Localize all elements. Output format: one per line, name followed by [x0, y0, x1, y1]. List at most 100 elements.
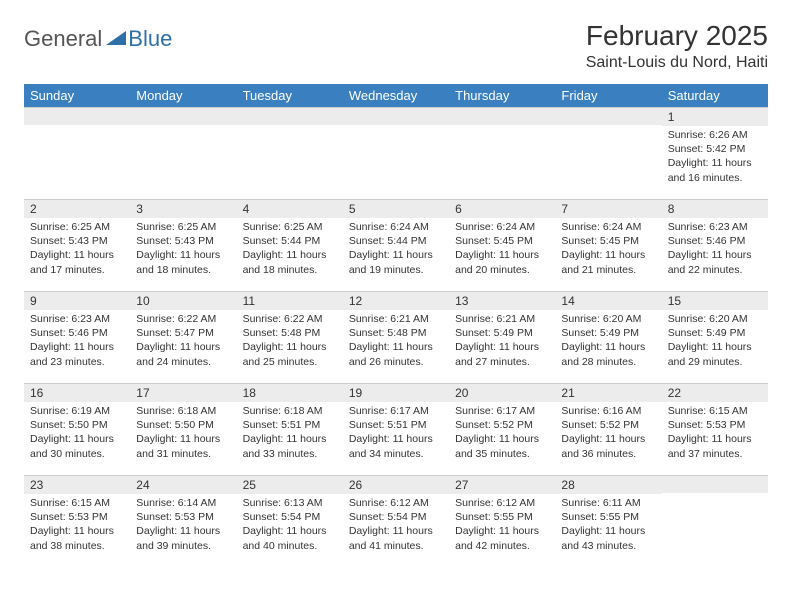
day-content: Sunrise: 6:18 AMSunset: 5:51 PMDaylight:…	[237, 402, 343, 467]
daylight-text: Daylight: 11 hours and 30 minutes.	[30, 432, 124, 460]
calendar-cell: 17 Sunrise: 6:18 AMSunset: 5:50 PMDayligh…	[130, 384, 236, 476]
sunrise-text: Sunrise: 6:21 AM	[455, 312, 549, 326]
daylight-text: Daylight: 11 hours and 33 minutes.	[243, 432, 337, 460]
day-number: 6	[449, 200, 555, 218]
sunset-text: Sunset: 5:53 PM	[30, 510, 124, 524]
sunset-text: Sunset: 5:53 PM	[136, 510, 230, 524]
day-content	[24, 125, 130, 133]
day-content: Sunrise: 6:15 AMSunset: 5:53 PMDaylight:…	[24, 494, 130, 559]
calendar-cell: 8Sunrise: 6:23 AMSunset: 5:46 PMDaylight…	[662, 200, 768, 292]
sunrise-text: Sunrise: 6:16 AM	[561, 404, 655, 418]
day-number: 8	[662, 200, 768, 218]
day-number: 18	[237, 384, 343, 402]
calendar-cell: 10Sunrise: 6:22 AMSunset: 5:47 PMDayligh…	[130, 292, 236, 384]
sunset-text: Sunset: 5:46 PM	[668, 234, 762, 248]
day-number: 9	[24, 292, 130, 310]
daylight-text: Daylight: 11 hours and 39 minutes.	[136, 524, 230, 552]
calendar-cell: 5Sunrise: 6:24 AMSunset: 5:44 PMDaylight…	[343, 200, 449, 292]
day-content: Sunrise: 6:20 AMSunset: 5:49 PMDaylight:…	[555, 310, 661, 375]
sunset-text: Sunset: 5:49 PM	[668, 326, 762, 340]
day-number: 23	[24, 476, 130, 494]
sunrise-text: Sunrise: 6:24 AM	[349, 220, 443, 234]
sunrise-text: Sunrise: 6:15 AM	[668, 404, 762, 418]
day-content	[555, 125, 661, 133]
day-number: 26	[343, 476, 449, 494]
day-number	[24, 108, 130, 125]
calendar-row: 16Sunrise: 6:19 AMSunset: 5:50 PMDayligh…	[24, 384, 768, 476]
calendar-cell: 21Sunrise: 6:16 AMSunset: 5:52 PMDayligh…	[555, 384, 661, 476]
day-number: 7	[555, 200, 661, 218]
calendar-cell: 15Sunrise: 6:20 AMSunset: 5:49 PMDayligh…	[662, 292, 768, 384]
day-content: Sunrise: 6:24 AMSunset: 5:44 PMDaylight:…	[343, 218, 449, 283]
sunset-text: Sunset: 5:45 PM	[561, 234, 655, 248]
day-header: Tuesday	[237, 84, 343, 108]
sunset-text: Sunset: 5:43 PM	[30, 234, 124, 248]
calendar-cell: 6Sunrise: 6:24 AMSunset: 5:45 PMDaylight…	[449, 200, 555, 292]
calendar-cell: 12Sunrise: 6:21 AMSunset: 5:48 PMDayligh…	[343, 292, 449, 384]
sunrise-text: Sunrise: 6:11 AM	[561, 496, 655, 510]
day-number: 15	[662, 292, 768, 310]
day-content: Sunrise: 6:25 AMSunset: 5:43 PMDaylight:…	[24, 218, 130, 283]
day-header: Friday	[555, 84, 661, 108]
daylight-text: Daylight: 11 hours and 22 minutes.	[668, 248, 762, 276]
day-number: 20	[449, 384, 555, 402]
sunset-text: Sunset: 5:50 PM	[136, 418, 230, 432]
sunrise-text: Sunrise: 6:21 AM	[349, 312, 443, 326]
daylight-text: Daylight: 11 hours and 40 minutes.	[243, 524, 337, 552]
day-header: Thursday	[449, 84, 555, 108]
daylight-text: Daylight: 11 hours and 25 minutes.	[243, 340, 337, 368]
calendar-cell	[449, 108, 555, 200]
day-content	[449, 125, 555, 133]
day-content: Sunrise: 6:25 AMSunset: 5:43 PMDaylight:…	[130, 218, 236, 283]
day-number	[237, 108, 343, 125]
sunrise-text: Sunrise: 6:24 AM	[455, 220, 549, 234]
day-number	[555, 108, 661, 125]
sunset-text: Sunset: 5:45 PM	[455, 234, 549, 248]
sunset-text: Sunset: 5:49 PM	[561, 326, 655, 340]
day-number: 27	[449, 476, 555, 494]
sunset-text: Sunset: 5:44 PM	[349, 234, 443, 248]
day-header: Wednesday	[343, 84, 449, 108]
day-number: 21	[555, 384, 661, 402]
daylight-text: Daylight: 11 hours and 41 minutes.	[349, 524, 443, 552]
month-title: February 2025	[586, 20, 768, 52]
sunset-text: Sunset: 5:51 PM	[243, 418, 337, 432]
logo-text-general: General	[24, 26, 102, 52]
day-content: Sunrise: 6:25 AMSunset: 5:44 PMDaylight:…	[237, 218, 343, 283]
day-content: Sunrise: 6:22 AMSunset: 5:48 PMDaylight:…	[237, 310, 343, 375]
calendar-cell: 2Sunrise: 6:25 AMSunset: 5:43 PMDaylight…	[24, 200, 130, 292]
day-content: Sunrise: 6:17 AMSunset: 5:51 PMDaylight:…	[343, 402, 449, 467]
daylight-text: Daylight: 11 hours and 18 minutes.	[136, 248, 230, 276]
day-header: Saturday	[662, 84, 768, 108]
calendar-row: 2Sunrise: 6:25 AMSunset: 5:43 PMDaylight…	[24, 200, 768, 292]
day-content: Sunrise: 6:12 AMSunset: 5:55 PMDaylight:…	[449, 494, 555, 559]
calendar-cell: 11Sunrise: 6:22 AMSunset: 5:48 PMDayligh…	[237, 292, 343, 384]
sunrise-text: Sunrise: 6:20 AM	[668, 312, 762, 326]
day-number: 17	[130, 384, 236, 402]
daylight-text: Daylight: 11 hours and 28 minutes.	[561, 340, 655, 368]
calendar-cell: 22Sunrise: 6:15 AMSunset: 5:53 PMDayligh…	[662, 384, 768, 476]
sunrise-text: Sunrise: 6:15 AM	[30, 496, 124, 510]
daylight-text: Daylight: 11 hours and 31 minutes.	[136, 432, 230, 460]
sunset-text: Sunset: 5:51 PM	[349, 418, 443, 432]
calendar-row: 23Sunrise: 6:15 AMSunset: 5:53 PMDayligh…	[24, 476, 768, 568]
sunset-text: Sunset: 5:49 PM	[455, 326, 549, 340]
day-number: 19	[343, 384, 449, 402]
day-number: 28	[555, 476, 661, 494]
day-content: Sunrise: 6:26 AMSunset: 5:42 PMDaylight:…	[662, 126, 768, 191]
daylight-text: Daylight: 11 hours and 34 minutes.	[349, 432, 443, 460]
calendar-cell	[662, 476, 768, 568]
calendar-cell: 18Sunrise: 6:18 AMSunset: 5:51 PMDayligh…	[237, 384, 343, 476]
daylight-text: Daylight: 11 hours and 21 minutes.	[561, 248, 655, 276]
day-content: Sunrise: 6:19 AMSunset: 5:50 PMDaylight:…	[24, 402, 130, 467]
calendar-row: 1Sunrise: 6:26 AMSunset: 5:42 PMDaylight…	[24, 108, 768, 200]
sunrise-text: Sunrise: 6:18 AM	[136, 404, 230, 418]
daylight-text: Daylight: 11 hours and 24 minutes.	[136, 340, 230, 368]
calendar-cell: 3Sunrise: 6:25 AMSunset: 5:43 PMDaylight…	[130, 200, 236, 292]
day-content: Sunrise: 6:23 AMSunset: 5:46 PMDaylight:…	[24, 310, 130, 375]
day-number	[662, 476, 768, 493]
daylight-text: Daylight: 11 hours and 16 minutes.	[668, 156, 762, 184]
day-content: Sunrise: 6:11 AMSunset: 5:55 PMDaylight:…	[555, 494, 661, 559]
sunset-text: Sunset: 5:43 PM	[136, 234, 230, 248]
daylight-text: Daylight: 11 hours and 37 minutes.	[668, 432, 762, 460]
